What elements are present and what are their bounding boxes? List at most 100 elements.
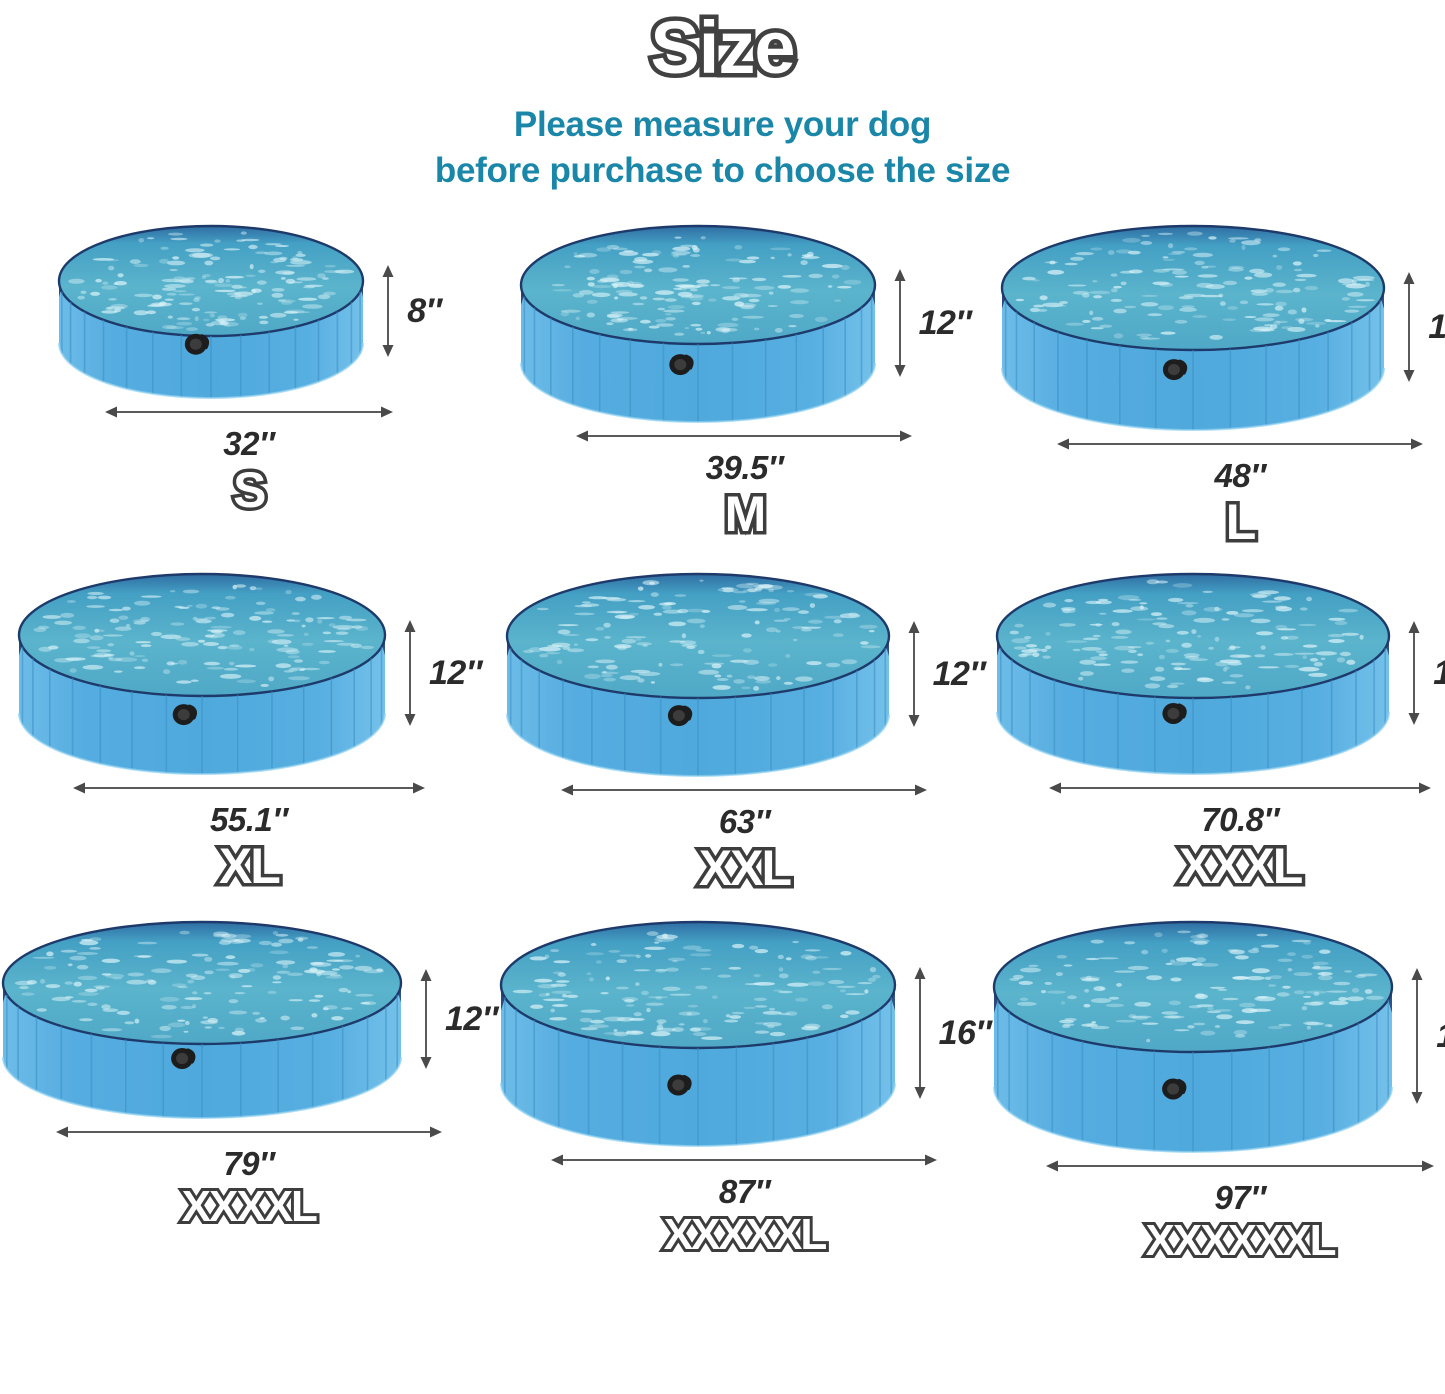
pool-bottom-edge <box>996 712 1391 776</box>
size-badge-s: S <box>230 461 270 519</box>
height-value: 8″ <box>407 291 442 330</box>
pool-with-height-dimension: 12″ <box>0 916 498 1122</box>
pool-water <box>506 574 889 699</box>
diameter-value: 39.5″ <box>705 449 784 487</box>
pool-bottom-edge <box>519 363 876 424</box>
size-cell-s: 8″ 32″ S <box>0 220 498 568</box>
pool-bottom-edge <box>499 1083 896 1148</box>
height-dimension: 8″ <box>378 265 442 358</box>
diameter-dimension: 79″ <box>55 1122 442 1183</box>
size-badge-xxxxl: XXXXL <box>179 1181 321 1232</box>
drain-plug-icon <box>667 705 692 727</box>
page-title: Size <box>646 3 800 92</box>
vertical-dimension-arrow-icon <box>382 265 394 358</box>
height-dimension: 12″ <box>1399 272 1445 383</box>
vertical-dimension-arrow-icon <box>420 969 432 1070</box>
pool-bottom-edge <box>1001 368 1386 432</box>
pool-with-height-dimension: 12″ <box>504 568 986 780</box>
pool-bottom-edge <box>58 343 365 400</box>
pool-image-xxxxxxl <box>991 916 1395 1156</box>
height-value: 12″ <box>429 653 482 692</box>
pool-figure: 12″ 39.5″ M <box>518 220 972 543</box>
drain-plug-icon <box>1162 1078 1187 1100</box>
pool-figure: 12″ 48″ L <box>999 220 1445 551</box>
size-cell-xl: 12″ 55.1″ XL <box>0 568 498 916</box>
vertical-dimension-arrow-icon <box>908 621 920 728</box>
pool-figure: 8″ 32″ S <box>56 220 442 519</box>
vertical-dimension-arrow-icon <box>1411 968 1423 1105</box>
size-cell-xxxl: 12″ 70.8″ XXXL <box>991 568 1445 916</box>
pool-water <box>997 574 1390 699</box>
horizontal-dimension-arrow-icon <box>576 430 913 442</box>
diameter-value: 79″ <box>223 1145 275 1183</box>
size-badge-xxxl: XXXL <box>1175 837 1307 895</box>
diameter-value: 48″ <box>1214 457 1267 495</box>
height-dimension: 12″ <box>904 621 986 728</box>
horizontal-dimension-arrow-icon <box>1057 438 1424 450</box>
size-badge-xxxxxxl: XXXXXXL <box>1143 1215 1340 1266</box>
vertical-dimension-arrow-icon <box>914 967 926 1100</box>
drain-plug-icon <box>1162 703 1187 725</box>
pool-illustration <box>1001 225 1386 432</box>
size-cell-xxxxxl: 16″ 87″ XXXXXL <box>498 916 992 1264</box>
pool-figure: 16″ 87″ XXXXXL <box>498 916 992 1260</box>
height-value: 12″ <box>445 999 498 1038</box>
diameter-dimension: 87″ <box>551 1150 938 1211</box>
size-grid: 8″ 32″ S <box>0 220 1445 1266</box>
horizontal-dimension-arrow-icon <box>561 784 928 796</box>
height-dimension: 16″ <box>1407 968 1445 1105</box>
horizontal-dimension-arrow-icon <box>72 782 425 794</box>
pool-illustration <box>1 920 403 1120</box>
page-header: Size Please measure your dog before purc… <box>0 0 1445 194</box>
pool-water <box>3 922 401 1045</box>
pool-bottom-edge <box>18 713 386 776</box>
height-value: 12″ <box>932 654 986 693</box>
drain-plug-icon <box>185 333 210 355</box>
horizontal-dimension-arrow-icon <box>551 1154 938 1166</box>
height-value: 16″ <box>1436 1017 1445 1056</box>
horizontal-dimension-arrow-icon <box>55 1126 442 1138</box>
diameter-value: 63″ <box>718 803 771 841</box>
pool-image-xxl <box>504 568 892 780</box>
pool-illustration <box>499 920 896 1148</box>
pool-water <box>500 922 895 1049</box>
size-cell-xxl: 12″ 63″ XXL <box>498 568 992 916</box>
diameter-dimension: 97″ <box>1046 1156 1435 1217</box>
subtitle-line-2: before purchase to choose the size <box>434 151 1011 191</box>
height-dimension: 12″ <box>890 269 972 378</box>
height-value: 12″ <box>918 303 972 342</box>
size-cell-m: 12″ 39.5″ M <box>498 220 992 568</box>
pool-water <box>59 226 364 337</box>
pool-bottom-edge <box>505 714 890 778</box>
pool-with-height-dimension: 16″ <box>991 916 1445 1156</box>
diameter-dimension: 70.8″ <box>1049 778 1432 839</box>
pool-with-height-dimension: 12″ <box>518 220 972 426</box>
page-subtitle: Please measure your dog before purchase … <box>0 102 1445 194</box>
drain-plug-icon <box>1163 359 1188 381</box>
pool-image-s <box>56 220 366 402</box>
pool-illustration <box>17 572 387 776</box>
vertical-dimension-arrow-icon <box>404 620 416 727</box>
size-badge-xxxxxl: XXXXXL <box>661 1209 831 1260</box>
pool-with-height-dimension: 12″ <box>16 568 482 778</box>
diameter-dimension: 39.5″ <box>576 426 913 487</box>
pool-bottom-edge <box>993 1087 1394 1154</box>
pool-image-l <box>999 220 1387 434</box>
pool-water <box>19 574 385 697</box>
height-dimension: 16″ <box>910 967 992 1100</box>
drain-plug-icon <box>171 1048 196 1070</box>
pool-image-xxxxl <box>0 916 404 1122</box>
vertical-dimension-arrow-icon <box>1408 621 1420 726</box>
size-cell-l: 12″ 48″ L <box>991 220 1445 568</box>
pool-illustration <box>993 920 1394 1154</box>
pool-water <box>1002 226 1385 351</box>
pool-illustration <box>505 572 890 778</box>
size-cell-xxxxxxl: 16″ 97″ XXXXXXL <box>991 916 1445 1266</box>
pool-water <box>994 922 1393 1053</box>
pool-image-m <box>518 220 878 426</box>
drain-plug-icon <box>172 704 198 726</box>
diameter-value: 70.8″ <box>1201 801 1279 839</box>
size-badge-xxl: XXL <box>695 839 795 897</box>
diameter-value: 32″ <box>223 425 275 463</box>
horizontal-dimension-arrow-icon <box>104 406 393 418</box>
